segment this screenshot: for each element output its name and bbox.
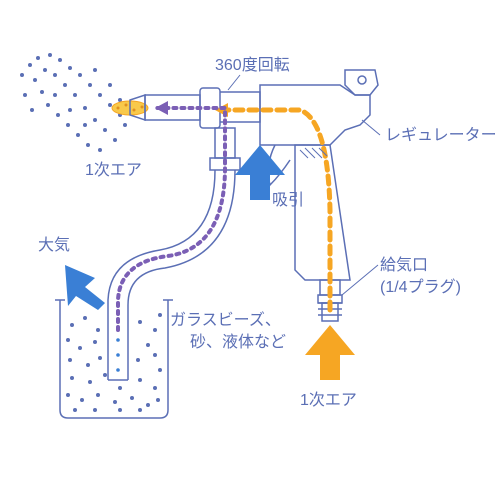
label-media-2: 砂、液体など	[190, 333, 286, 351]
label-supply-port: 給気口	[380, 256, 428, 274]
label-supply-port-sub: (1/4プラグ)	[380, 278, 461, 296]
label-suction: 吸引	[272, 191, 304, 209]
air-gun-diagram: 360度回転 1次エア レギュレーター 大気 吸引 給気口 (1/4プラグ) ガ…	[0, 0, 500, 500]
label-primary-air-bottom: 1次エア	[300, 391, 357, 409]
label-media-1: ガラスビーズ、	[170, 311, 281, 329]
label-rotation: 360度回転	[215, 56, 290, 74]
suction-flow-path	[118, 101, 225, 330]
label-regulator: レギュレーター	[385, 126, 497, 144]
label-atmosphere: 大気	[38, 236, 70, 254]
air-inlet-arrow	[305, 325, 355, 380]
media-dots	[66, 313, 162, 412]
atmosphere-arrow	[65, 265, 105, 310]
label-primary-air-top: 1次エア	[85, 161, 142, 179]
spray-cloud	[20, 53, 127, 152]
